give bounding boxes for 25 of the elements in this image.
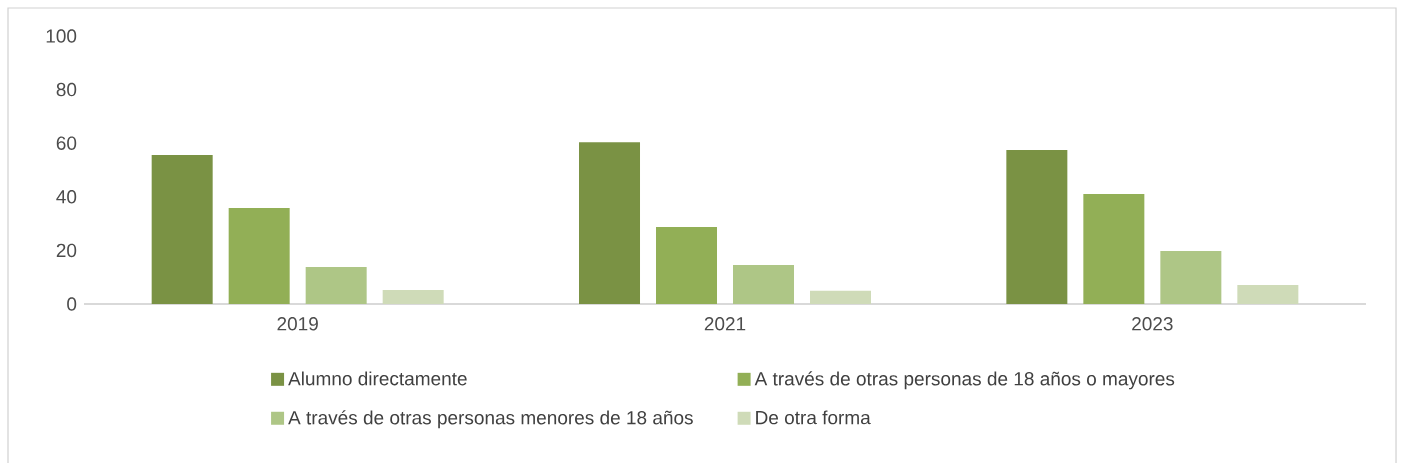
y-tick-label: 60 [56,136,77,150]
legend-label: De otra forma [756,410,871,425]
bar [1083,194,1145,304]
legend-label: A través de otras personas de 18 años o mayores [754,371,1175,390]
y-tick-label: 40 [56,190,77,204]
bar [733,264,795,304]
bar [1160,250,1222,304]
legend-label: Alumno directamente [288,371,467,386]
y-tick-label: 80 [56,82,77,97]
x-tick-label: 2023 [1132,317,1173,331]
y-tick-label: 100 [46,29,77,43]
x-tick-label: 2019 [277,317,318,331]
bar [228,208,290,304]
x-tick-label: 2021 [704,317,746,331]
bar [305,267,367,304]
y-tick-label: 20 [56,243,77,258]
y-tick-label: 0 [67,297,77,311]
bar [1237,284,1299,304]
bar [382,290,444,304]
bar [151,154,213,304]
bar [1006,149,1068,304]
bar [810,290,872,304]
legend-label: A través de otras personas menores de 18 años [288,410,693,429]
bar [656,227,718,304]
bar [579,142,641,304]
